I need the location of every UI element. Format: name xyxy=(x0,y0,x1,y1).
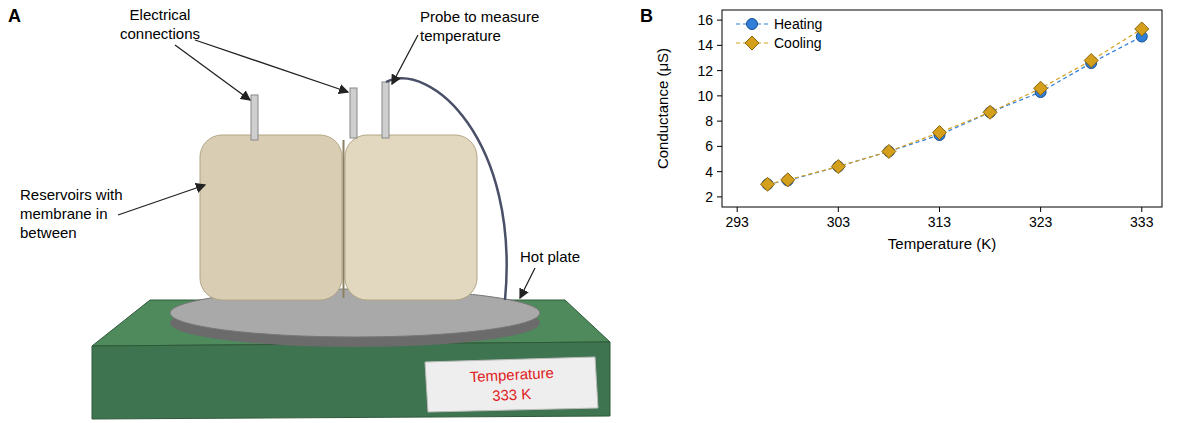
reservoir-right xyxy=(345,135,477,300)
membrane xyxy=(343,140,345,298)
y-tick-label: 4 xyxy=(705,164,713,180)
pointer-arrow xyxy=(520,268,535,298)
pointer-arrow xyxy=(195,40,348,92)
data-point xyxy=(1084,54,1098,68)
reservoir-left xyxy=(200,135,342,300)
y-tick-label: 10 xyxy=(697,88,713,104)
legend-marker xyxy=(745,36,759,50)
apparatus xyxy=(92,78,610,419)
callout-label: Hot plate xyxy=(520,248,580,265)
y-tick-label: 14 xyxy=(697,37,713,53)
electrode-left xyxy=(251,95,258,140)
legend-marker xyxy=(747,19,758,30)
data-point xyxy=(761,177,775,191)
x-tick-label: 323 xyxy=(1029,214,1053,230)
x-tick xyxy=(1141,207,1142,212)
x-axis-title: Temperature (K) xyxy=(888,235,996,252)
x-tick xyxy=(939,207,940,212)
panel-letter: B xyxy=(640,6,653,26)
y-tick xyxy=(717,196,722,197)
y-tick xyxy=(717,171,722,172)
display-text: Temperature xyxy=(469,364,554,385)
y-tick-label: 2 xyxy=(705,189,713,205)
label-group: Electrical connections xyxy=(120,6,200,42)
series-line xyxy=(768,37,1142,185)
electrode-right xyxy=(350,88,357,138)
y-tick xyxy=(717,45,722,46)
pointer-arrow xyxy=(175,45,250,100)
y-tick-label: 12 xyxy=(697,63,713,79)
legend: Heating Cooling xyxy=(736,16,822,51)
callout-label: membrane in xyxy=(20,205,108,222)
plot-marks xyxy=(761,22,1149,191)
data-point xyxy=(1135,22,1149,36)
data-point xyxy=(983,105,997,119)
y-tick xyxy=(717,70,722,71)
data-point xyxy=(781,173,795,187)
label-group: Probe to measure temperature xyxy=(420,8,539,44)
plot-frame xyxy=(722,10,1162,207)
data-point xyxy=(831,160,845,174)
x-tick xyxy=(838,207,839,212)
base-front xyxy=(92,342,610,419)
y-tick-label: 6 xyxy=(705,138,713,154)
data-point xyxy=(932,125,946,139)
x-tick-label: 293 xyxy=(725,214,749,230)
y-tick-label: 8 xyxy=(705,113,713,129)
x-tick-label: 313 xyxy=(928,214,952,230)
display-text: 333 K xyxy=(492,385,532,404)
callout-label: Probe to measure xyxy=(420,8,539,25)
data-point xyxy=(1034,81,1048,95)
callout-label: connections xyxy=(120,25,200,42)
legend-label: Cooling xyxy=(774,35,821,51)
series-line xyxy=(768,29,1142,184)
y-axis-title: Conductance (μS) xyxy=(654,48,671,169)
y-tick xyxy=(717,121,722,122)
panel-letter: A xyxy=(8,6,21,26)
probe-cable xyxy=(386,78,507,300)
legend-label: Heating xyxy=(774,16,822,32)
y-tick xyxy=(717,95,722,96)
callout-label: temperature xyxy=(420,27,501,44)
callout-label: between xyxy=(20,224,77,241)
x-tick-label: 303 xyxy=(827,214,851,230)
y-tick xyxy=(717,146,722,147)
x-tick xyxy=(737,207,738,212)
x-tick-label: 333 xyxy=(1130,214,1154,230)
pointer-arrow xyxy=(392,35,418,84)
display xyxy=(425,357,598,412)
y-tick-label: 16 xyxy=(697,12,713,28)
y-tick xyxy=(717,20,722,21)
label-group: Reservoirs with membrane in between xyxy=(20,186,123,241)
x-tick xyxy=(1040,207,1041,212)
data-point xyxy=(882,144,896,158)
callout-label: Electrical xyxy=(130,6,191,23)
pointer-arrow xyxy=(118,185,205,215)
figure: A Temperature333 K Reservoirs with membrane… xyxy=(0,0,1182,423)
label-group: Hot plate xyxy=(520,248,580,265)
temperature-probe xyxy=(382,82,389,138)
callout-label: Reservoirs with xyxy=(20,186,123,203)
